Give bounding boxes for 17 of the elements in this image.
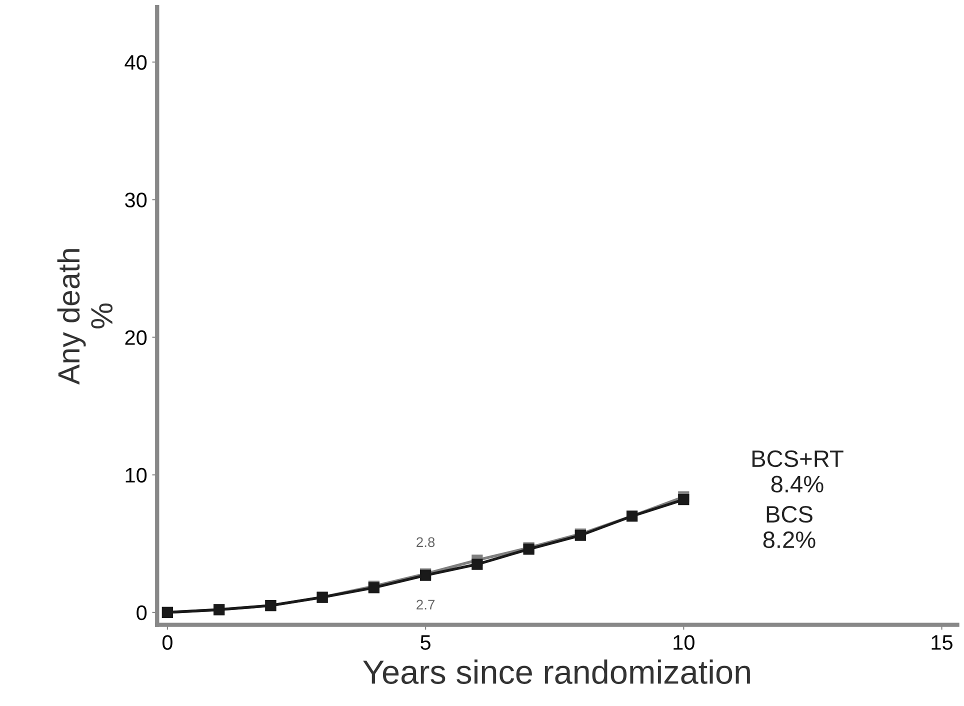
y-tick-label: 40 xyxy=(124,55,147,70)
x-axis-title: Years since randomization xyxy=(363,660,750,684)
x-tick-label: 15 xyxy=(932,635,952,650)
y-axis-title: Any death % xyxy=(57,249,113,385)
annotation: BCS+RT 8.4% xyxy=(752,450,844,493)
annotation: BCS 8.2% xyxy=(763,506,816,548)
point xyxy=(678,494,690,506)
x-tick-label: 5 xyxy=(420,635,430,650)
point xyxy=(472,558,483,570)
data-label: 2.8 xyxy=(416,537,435,548)
data-label: 2.7 xyxy=(416,600,435,610)
x-tick-label: 0 xyxy=(162,635,172,650)
y-tick-label: 30 xyxy=(125,192,147,208)
x-tick-label: 10 xyxy=(674,635,694,650)
y-tick-label: 10 xyxy=(126,468,147,483)
y-tick-label: 20 xyxy=(125,330,147,346)
y-tick-label: 0 xyxy=(136,605,147,620)
